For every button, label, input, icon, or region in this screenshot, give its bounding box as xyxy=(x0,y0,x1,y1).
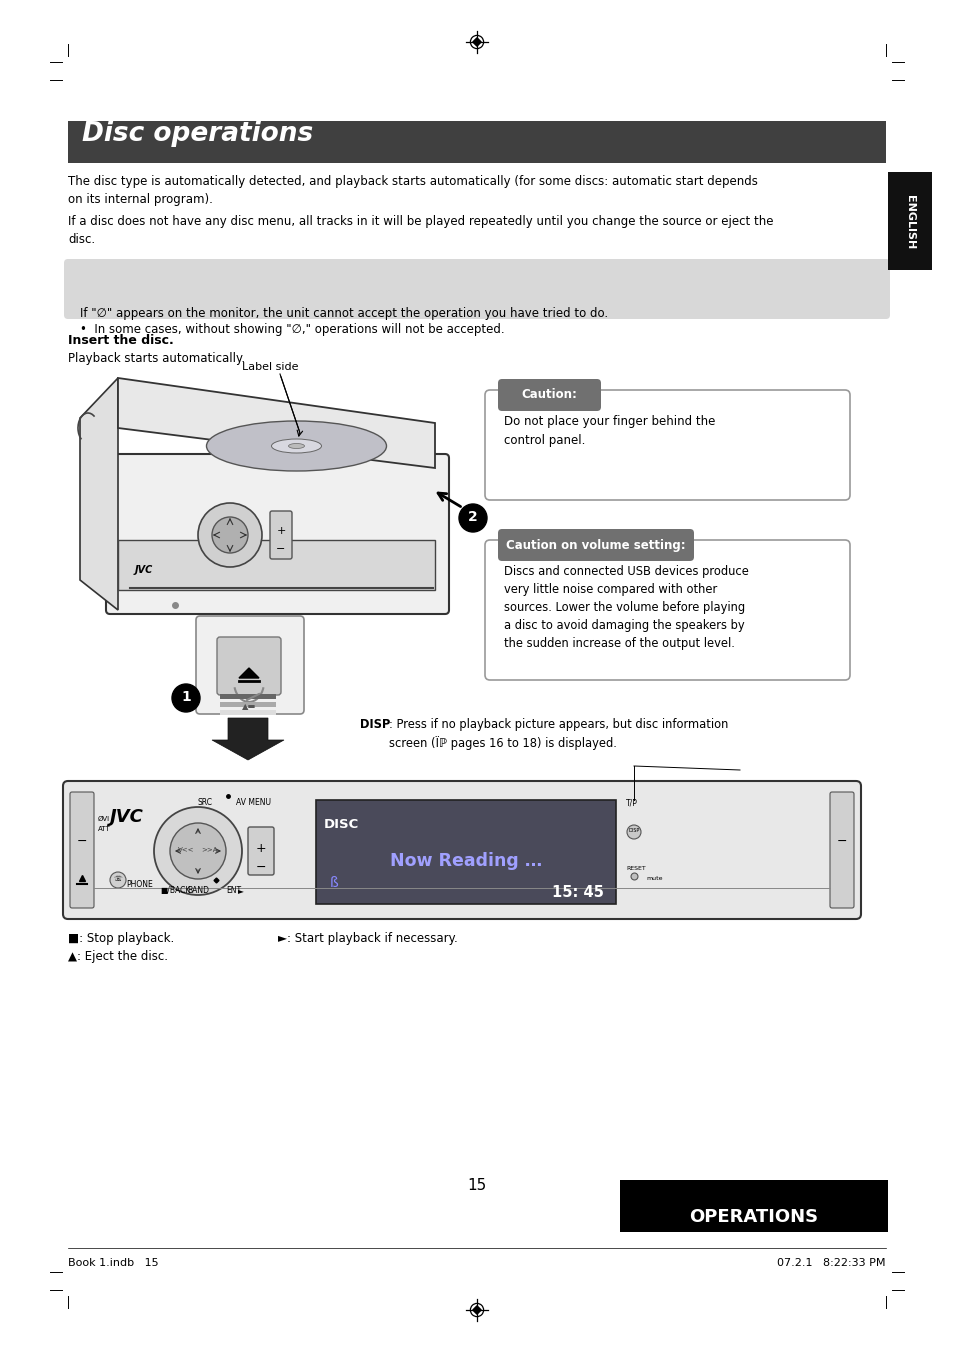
Text: Caution:: Caution: xyxy=(521,388,577,402)
Polygon shape xyxy=(473,38,480,46)
Circle shape xyxy=(110,872,126,888)
Text: +: + xyxy=(255,842,266,856)
FancyBboxPatch shape xyxy=(484,539,849,680)
Text: Label side: Label side xyxy=(241,362,298,372)
Text: ENGLISH: ENGLISH xyxy=(904,195,914,249)
FancyBboxPatch shape xyxy=(63,781,861,919)
Text: ►: ► xyxy=(237,886,244,895)
Text: •  In some cases, without showing "∅," operations will not be accepted.: • In some cases, without showing "∅," op… xyxy=(80,323,504,337)
Text: Book 1.indb   15: Book 1.indb 15 xyxy=(68,1257,158,1268)
FancyBboxPatch shape xyxy=(220,694,275,699)
Text: +: + xyxy=(276,526,285,535)
Circle shape xyxy=(172,684,200,713)
FancyBboxPatch shape xyxy=(64,260,889,319)
Text: ■/BACK: ■/BACK xyxy=(160,886,191,895)
Circle shape xyxy=(170,823,226,879)
Text: If a disc does not have any disc menu, all tracks in it will be played repeatedl: If a disc does not have any disc menu, a… xyxy=(68,215,773,246)
Text: Discs and connected USB devices produce
very little noise compared with other
so: Discs and connected USB devices produce … xyxy=(503,565,748,650)
FancyBboxPatch shape xyxy=(195,617,304,714)
Text: ▲▬: ▲▬ xyxy=(241,702,256,711)
Polygon shape xyxy=(212,718,284,760)
Polygon shape xyxy=(473,1306,480,1314)
Ellipse shape xyxy=(288,443,304,449)
Text: Do not place your finger behind the
control panel.: Do not place your finger behind the cont… xyxy=(503,415,715,448)
Text: Disc operations: Disc operations xyxy=(82,120,313,147)
FancyBboxPatch shape xyxy=(248,827,274,875)
Ellipse shape xyxy=(272,439,321,453)
Text: ■: Stop playback.: ■: Stop playback. xyxy=(68,932,174,945)
Circle shape xyxy=(153,807,242,895)
Text: T/P: T/P xyxy=(625,798,638,807)
Text: JVC: JVC xyxy=(135,565,153,575)
FancyBboxPatch shape xyxy=(216,637,281,695)
FancyBboxPatch shape xyxy=(106,454,449,614)
Text: SRC: SRC xyxy=(198,798,213,807)
Text: 15: 15 xyxy=(467,1178,486,1192)
Polygon shape xyxy=(118,379,435,468)
FancyBboxPatch shape xyxy=(497,529,693,561)
Circle shape xyxy=(626,825,640,840)
FancyBboxPatch shape xyxy=(68,120,885,164)
Text: PHONE: PHONE xyxy=(126,880,152,890)
Text: Caution on volume setting:: Caution on volume setting: xyxy=(506,538,685,552)
FancyBboxPatch shape xyxy=(484,389,849,500)
Circle shape xyxy=(212,516,248,553)
Text: OPERATIONS: OPERATIONS xyxy=(689,1207,818,1226)
Text: V<<: V<< xyxy=(177,846,194,853)
FancyBboxPatch shape xyxy=(118,539,435,589)
FancyBboxPatch shape xyxy=(220,702,275,707)
Text: The disc type is automatically detected, and playback starts automatically (for : The disc type is automatically detected,… xyxy=(68,174,757,206)
Text: Insert the disc.: Insert the disc. xyxy=(68,334,173,347)
Text: −: − xyxy=(76,834,87,848)
Text: ▲: Eject the disc.: ▲: Eject the disc. xyxy=(68,950,168,963)
Text: ØVI: ØVI xyxy=(98,817,110,822)
Text: If "∅" appears on the monitor, the unit cannot accept the operation you have tri: If "∅" appears on the monitor, the unit … xyxy=(80,307,607,320)
Text: 1: 1 xyxy=(181,690,191,704)
FancyBboxPatch shape xyxy=(315,800,616,904)
Text: : Press if no playback picture appears, but disc information
screen (Ïℙ pages 16: : Press if no playback picture appears, … xyxy=(389,718,727,750)
Text: ß: ß xyxy=(330,876,338,890)
FancyBboxPatch shape xyxy=(70,792,94,909)
Polygon shape xyxy=(239,668,258,677)
Text: −: − xyxy=(276,544,285,554)
Text: 07.2.1   8:22:33 PM: 07.2.1 8:22:33 PM xyxy=(777,1257,885,1268)
Text: Now Reading …: Now Reading … xyxy=(390,852,541,869)
Circle shape xyxy=(198,503,262,566)
FancyBboxPatch shape xyxy=(220,710,275,715)
Text: −: − xyxy=(836,834,846,848)
Polygon shape xyxy=(80,379,118,610)
Text: RESET: RESET xyxy=(625,867,645,871)
Text: mute: mute xyxy=(645,876,661,882)
Text: ►: Start playback if necessary.: ►: Start playback if necessary. xyxy=(277,932,457,945)
Text: DISP: DISP xyxy=(628,829,639,833)
Text: ☏: ☏ xyxy=(113,876,122,882)
Text: ENT: ENT xyxy=(226,886,241,895)
Text: DISC: DISC xyxy=(324,818,359,831)
FancyBboxPatch shape xyxy=(619,1180,887,1232)
FancyBboxPatch shape xyxy=(829,792,853,909)
Text: 15: 45: 15: 45 xyxy=(552,886,603,900)
Text: DISP: DISP xyxy=(359,718,390,731)
Text: ATT: ATT xyxy=(98,826,111,831)
Text: Playback starts automatically.: Playback starts automatically. xyxy=(68,352,245,365)
Ellipse shape xyxy=(206,420,386,470)
Text: −: − xyxy=(255,860,266,873)
FancyBboxPatch shape xyxy=(497,379,600,411)
Text: JVC: JVC xyxy=(110,808,144,826)
FancyBboxPatch shape xyxy=(887,172,931,270)
FancyBboxPatch shape xyxy=(270,511,292,558)
Circle shape xyxy=(458,504,486,531)
Text: 2: 2 xyxy=(468,510,477,525)
Text: >>A: >>A xyxy=(201,846,218,853)
Text: AV MENU: AV MENU xyxy=(235,798,271,807)
Text: BAND: BAND xyxy=(187,886,209,895)
